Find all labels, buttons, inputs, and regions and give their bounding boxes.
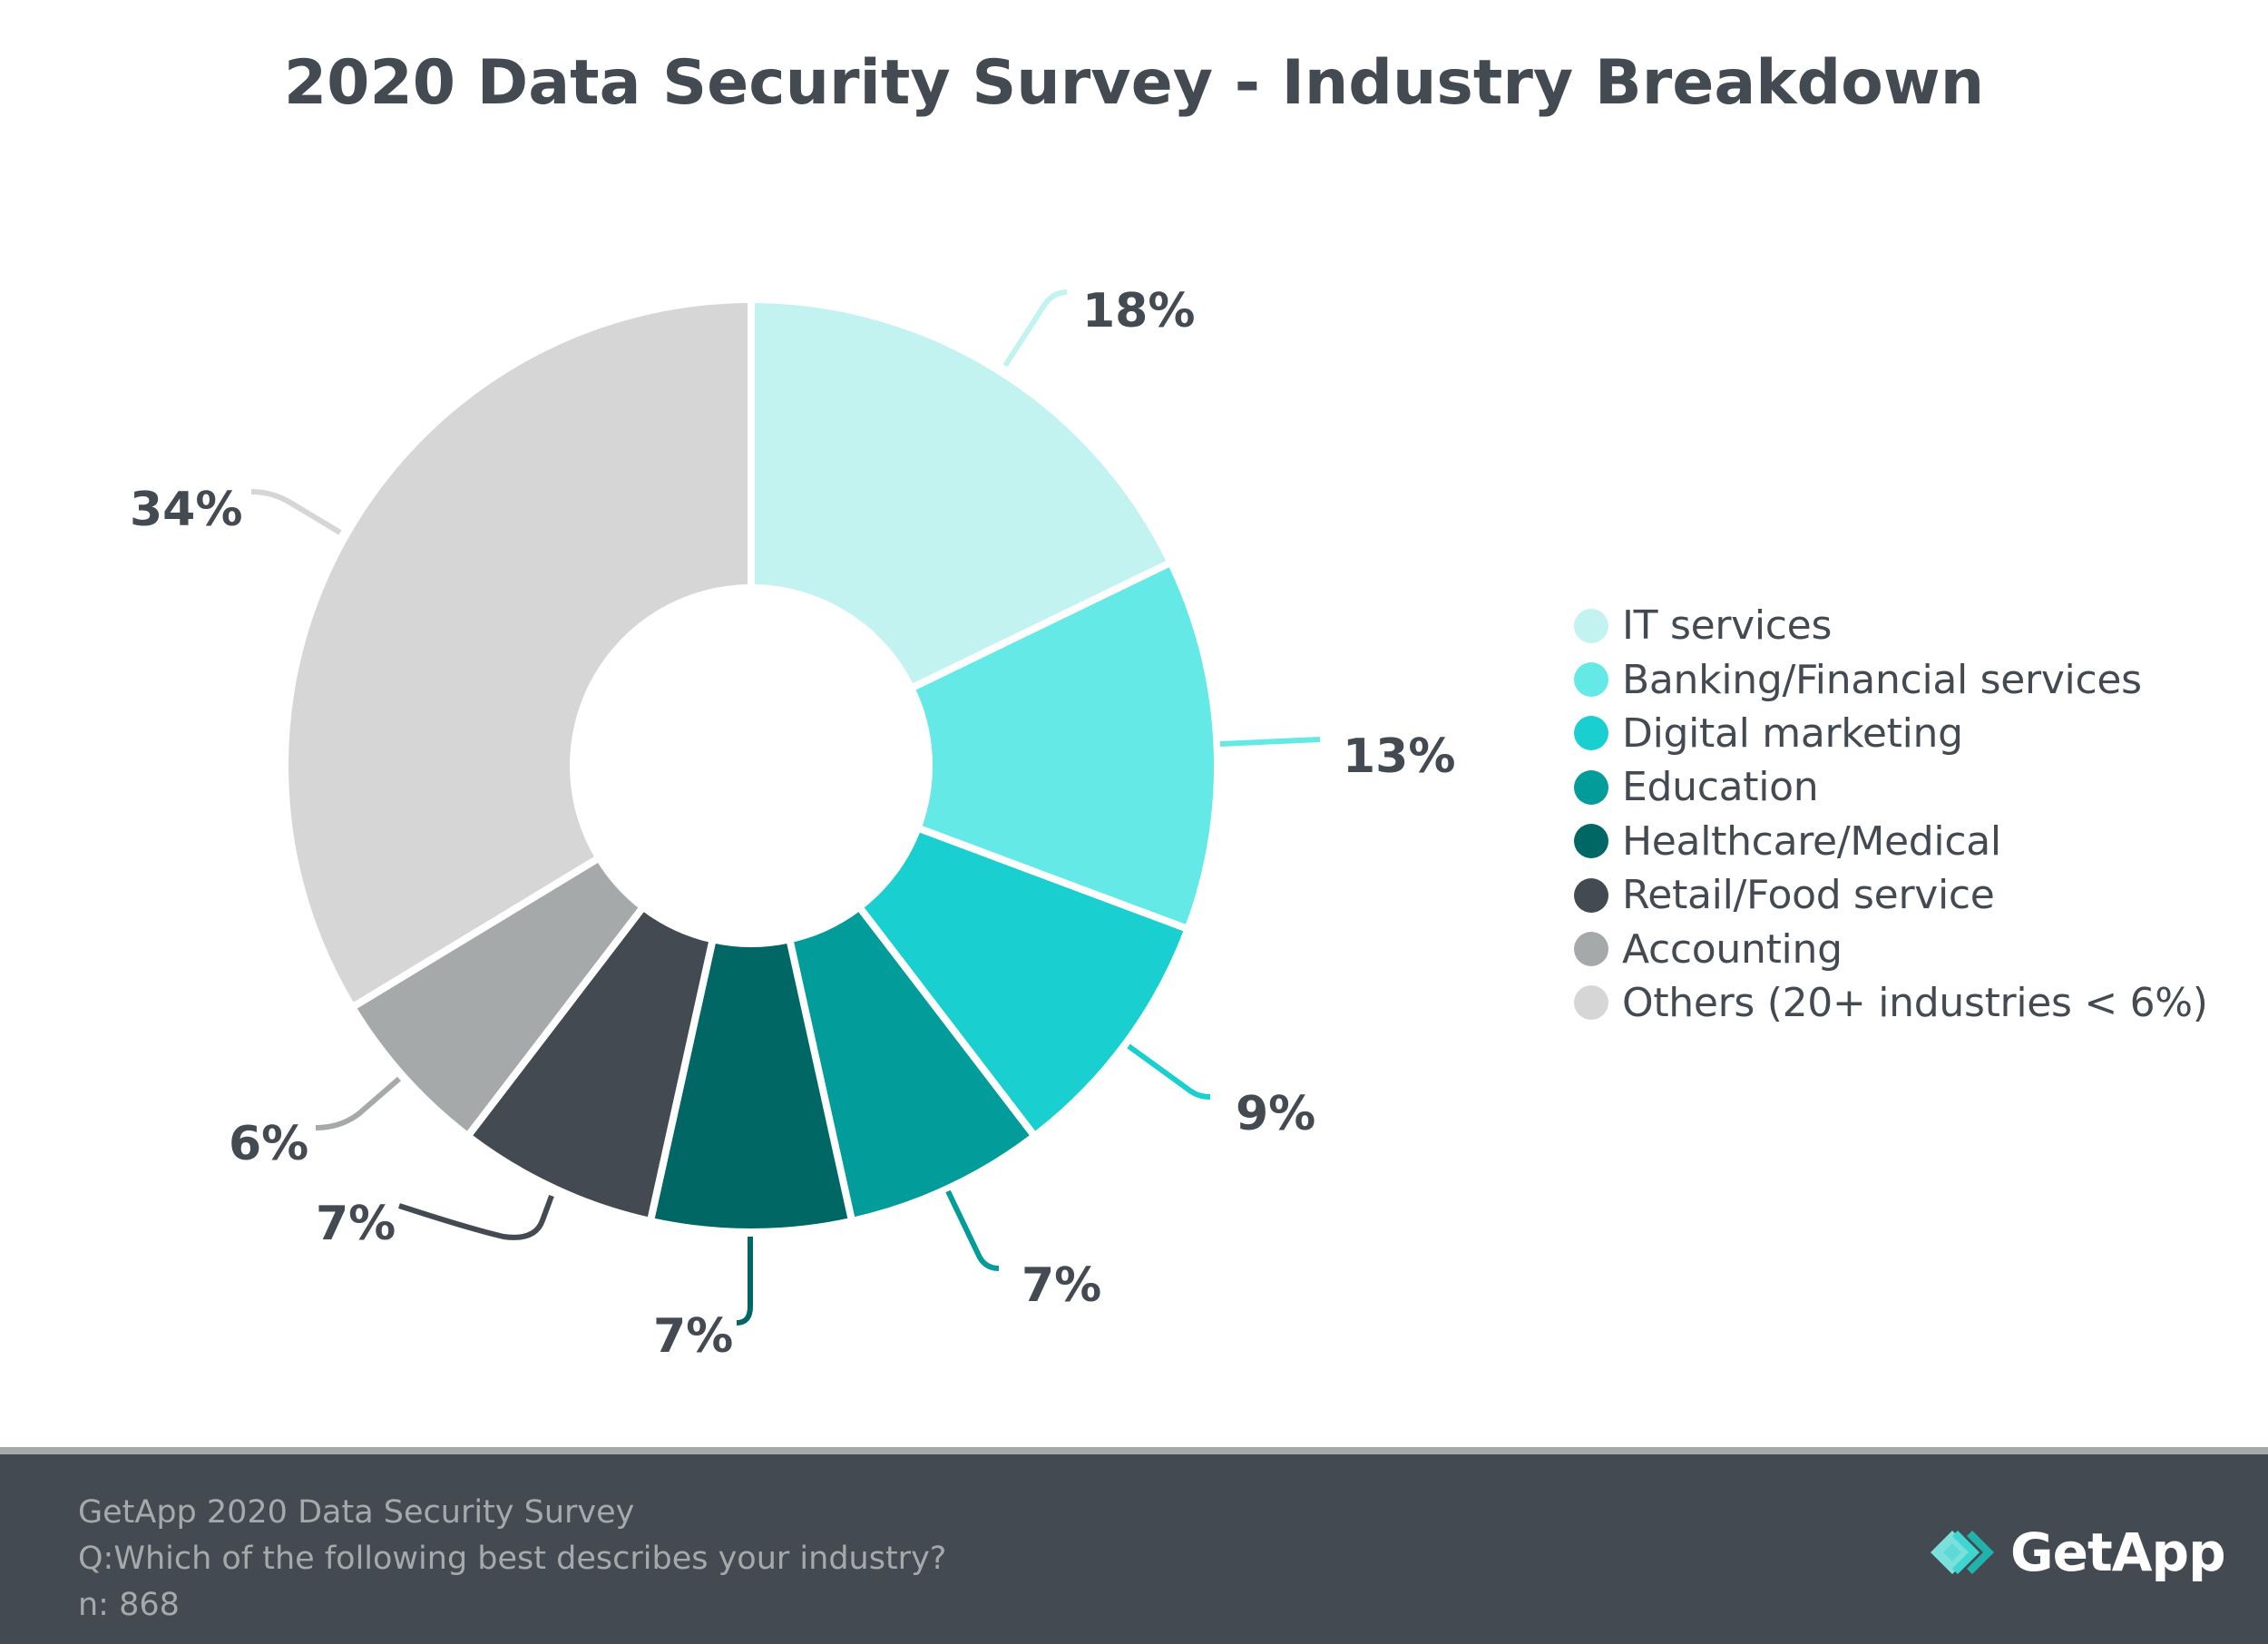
data-label: 9% bbox=[1236, 1087, 1315, 1141]
legend-swatch-icon bbox=[1574, 985, 1608, 1021]
legend-label: Education bbox=[1622, 764, 1819, 811]
legend-item: Accounting bbox=[1574, 922, 2208, 975]
legend-label: Retail/Food service bbox=[1622, 872, 1995, 919]
leader-line bbox=[1002, 289, 1068, 367]
legend-item: Digital marketing bbox=[1574, 707, 2208, 760]
donut-slices bbox=[281, 295, 1221, 1236]
donut-slice-banking-financial-services bbox=[906, 557, 1221, 935]
footer: GetApp 2020 Data Security Survey Q:Which… bbox=[0, 1454, 2268, 1644]
leader-line bbox=[1219, 737, 1321, 747]
legend-label: Healthcare/Medical bbox=[1622, 817, 2001, 865]
legend-item: Retail/Food service bbox=[1574, 868, 2208, 922]
leader-line bbox=[250, 489, 342, 535]
getapp-logo-icon bbox=[1931, 1531, 1994, 1574]
leader-line bbox=[1127, 1043, 1211, 1100]
footer-question-line: Q:Which of the following best describes … bbox=[78, 1541, 947, 1577]
legend-swatch-icon bbox=[1574, 716, 1608, 751]
data-label: 6% bbox=[229, 1117, 308, 1171]
getapp-logo-text: GetApp bbox=[2010, 1522, 2226, 1583]
footer-source-line: GetApp 2020 Data Security Survey bbox=[78, 1494, 635, 1531]
legend-label: Banking/Financial services bbox=[1622, 656, 2142, 703]
legend-item: IT services bbox=[1574, 599, 2208, 652]
legend-swatch-icon bbox=[1574, 824, 1608, 859]
data-label: 7% bbox=[1022, 1258, 1101, 1313]
leader-line bbox=[945, 1189, 1000, 1271]
legend-swatch-icon bbox=[1574, 608, 1608, 643]
legend-label: Others (20+ industries < 6%) bbox=[1622, 979, 2208, 1026]
footer-divider bbox=[0, 1447, 2268, 1454]
footer-sample-size-line: n: 868 bbox=[78, 1587, 180, 1623]
data-label: 7% bbox=[316, 1197, 396, 1251]
legend-label: IT services bbox=[1622, 602, 1833, 650]
legend-swatch-icon bbox=[1574, 932, 1608, 967]
chart-title: 2020 Data Security Survey - Industry Bre… bbox=[283, 47, 1985, 119]
legend-label: Digital marketing bbox=[1622, 709, 1963, 757]
donut-slice-others-20-industries-6 bbox=[281, 295, 755, 1013]
donut-slice-digital-marketing bbox=[854, 823, 1193, 1141]
legend-item: Healthcare/Medical bbox=[1574, 815, 2208, 868]
legend-swatch-icon bbox=[1574, 769, 1608, 805]
donut-slice-it-services bbox=[748, 295, 1176, 693]
data-label: 13% bbox=[1343, 729, 1455, 784]
footer-source: GetApp 2020 Data Security Survey Q:Which… bbox=[78, 1490, 946, 1629]
leader-line bbox=[398, 1194, 554, 1240]
donut-chart: 18%13%9%7%7%7%6%34% bbox=[130, 284, 1455, 1364]
leader-line bbox=[315, 1076, 401, 1130]
legend-item: Banking/Financial services bbox=[1574, 652, 2208, 706]
legend-label: Accounting bbox=[1622, 925, 1843, 973]
legend-swatch-icon bbox=[1574, 877, 1608, 913]
data-label: 7% bbox=[653, 1309, 733, 1364]
getapp-logo: GetApp bbox=[1931, 1522, 2226, 1583]
legend-item: Others (20+ industries < 6%) bbox=[1574, 976, 2208, 1030]
legend: IT services Banking/Financial services Dig… bbox=[1574, 599, 2208, 1030]
legend-item: Education bbox=[1574, 760, 2208, 814]
legend-swatch-icon bbox=[1574, 662, 1608, 698]
data-label: 18% bbox=[1082, 284, 1195, 338]
data-label: 34% bbox=[130, 483, 242, 537]
data-labels: 18%13%9%7%7%7%6%34% bbox=[130, 284, 1455, 1364]
leader-lines bbox=[250, 289, 1321, 1326]
leader-line bbox=[736, 1237, 753, 1326]
